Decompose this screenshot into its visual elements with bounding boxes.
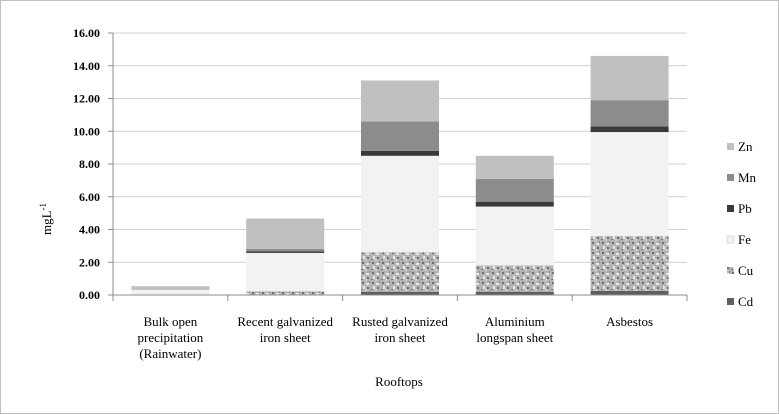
y-tick-label: 8.00 (79, 157, 100, 171)
x-category-label-line: Rusted galvanized (352, 314, 448, 329)
legend-label-cd: Cd (738, 294, 754, 309)
x-category-label-line: iron sheet (375, 330, 426, 345)
y-axis-title-superscript: -1 (38, 203, 48, 211)
y-axis-title: mgL-1 (38, 203, 54, 235)
y-axis-title-main: mgL (39, 210, 54, 235)
x-axis-title: Rooftops (375, 374, 423, 389)
bar-segment-zn (246, 219, 324, 249)
y-tick-label: 6.00 (79, 190, 100, 204)
bar-segment-fe (246, 253, 324, 291)
legend-swatch-mn (727, 174, 734, 181)
bar-segment-mn (591, 100, 669, 126)
bar-segment-cu (246, 291, 324, 294)
legend-swatch-fe (727, 236, 734, 243)
x-axis-category-labels: Bulk open precipitation (Rainwater) Recent … (138, 314, 654, 361)
legend-swatch-cd (727, 298, 734, 305)
y-tick-label: 0.00 (79, 288, 100, 302)
x-category-label-line: precipitation (138, 330, 204, 345)
bar-segment-cu (476, 266, 554, 292)
bar-segment-mn (246, 249, 324, 251)
legend-swatch-pb (727, 205, 734, 212)
x-category-label-line: Bulk open (143, 314, 197, 329)
bar-segment-fe (131, 290, 209, 295)
bar-segment-fe (361, 156, 439, 253)
legend: Zn Mn Pb Fe Cu Cd (727, 139, 757, 309)
bar-segment-cu (361, 252, 439, 291)
bar-segment-pb (246, 251, 324, 253)
bar-segment-fe (476, 207, 554, 266)
y-tick-label: 10.00 (73, 124, 100, 138)
bar-segment-zn (361, 80, 439, 121)
y-tick-label: 2.00 (79, 255, 100, 269)
x-category-label: Bulk open precipitation (Rainwater) (138, 314, 204, 361)
bar-segment-zn (591, 56, 669, 100)
x-category-label: Rusted galvanized iron sheet (352, 314, 448, 345)
legend-swatch-zn (727, 143, 734, 150)
bar-segment-cu (591, 236, 669, 291)
bar-segment-zn (131, 286, 209, 289)
y-tick-label: 16.00 (73, 26, 100, 40)
x-category-label-line: Recent galvanized (237, 314, 333, 329)
bar-segment-cd (591, 291, 669, 295)
bar-segment-mn (361, 121, 439, 150)
bar-segment-zn (476, 156, 554, 179)
x-category-label: Aluminium longspan sheet (476, 314, 553, 345)
x-category-label: Asbestos (606, 314, 653, 329)
x-category-label: Recent galvanized iron sheet (237, 314, 333, 345)
bar-segment-fe (591, 132, 669, 236)
bar-segment-pb (591, 126, 669, 132)
y-tick-label: 12.00 (73, 92, 100, 106)
x-category-label-line: Aluminium (485, 314, 545, 329)
y-tick-label: 14.00 (73, 59, 100, 73)
x-category-label-line: longspan sheet (476, 330, 553, 345)
x-category-label-line: Asbestos (606, 314, 653, 329)
legend-label-zn: Zn (738, 139, 753, 154)
x-category-label-line: iron sheet (260, 330, 311, 345)
legend-swatch-cu (727, 267, 734, 274)
legend-label-cu: Cu (738, 263, 754, 278)
bar-segment-pb (476, 202, 554, 207)
legend-label-fe: Fe (738, 232, 751, 247)
bar-segment-pb (361, 151, 439, 156)
x-category-label-line: (Rainwater) (139, 346, 201, 361)
y-tick-label: 4.00 (79, 223, 100, 237)
y-axis-tick-labels: 0.00 2.00 4.00 6.00 8.00 10.00 12.00 14.00 16.00 (73, 26, 100, 302)
legend-label-pb: Pb (738, 201, 752, 216)
legend-label-mn: Mn (738, 170, 757, 185)
bar-segment-mn (476, 179, 554, 202)
bars (131, 56, 668, 295)
